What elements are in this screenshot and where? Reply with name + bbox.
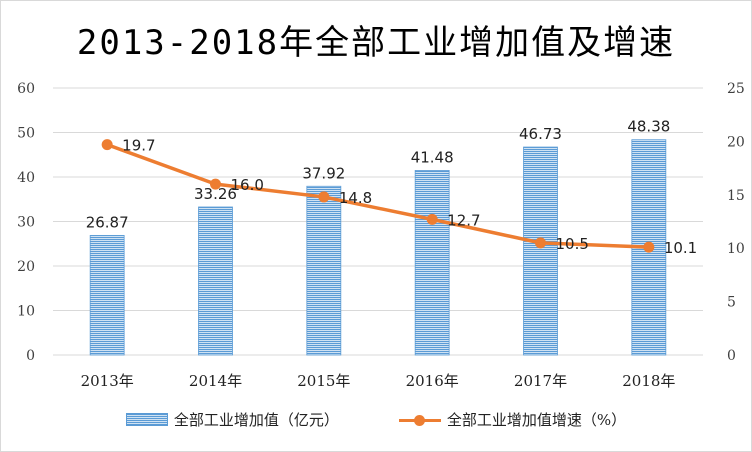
- legend: 全部工业增加值（亿元） 全部工业增加值增速（%）: [1, 409, 751, 430]
- bar-data-label: 37.92: [302, 164, 345, 182]
- y-right-tick-label: 10: [727, 241, 745, 257]
- bar: [198, 206, 233, 356]
- bar-data-label: 48.38: [627, 118, 670, 136]
- legend-entry-line: 全部工业增加值增速（%）: [398, 409, 627, 430]
- legend-label-bar: 全部工业增加值（亿元）: [173, 411, 339, 429]
- bar-data-label: 41.48: [411, 148, 454, 166]
- line-series: [106, 142, 649, 249]
- line-data-label: 12.7: [447, 211, 480, 229]
- bar-data-label: 33.26: [194, 185, 237, 203]
- y-right-tick-label: 5: [727, 295, 736, 311]
- y-left-tick-label: 0: [26, 348, 35, 364]
- legend-entry-bar: 全部工业增加值（亿元）: [125, 409, 339, 430]
- bar-data-label: 26.87: [86, 213, 129, 231]
- y-right-tick-label: 20: [727, 134, 745, 150]
- x-tick-label: 2015年: [297, 372, 350, 390]
- line-data-label: 10.5: [556, 235, 589, 253]
- bar: [414, 170, 450, 356]
- line-point: [101, 139, 113, 151]
- line-point: [318, 191, 330, 203]
- bar-data-label: 46.73: [519, 125, 562, 143]
- y-left-tick-label: 40: [17, 170, 35, 186]
- line-point: [210, 178, 221, 190]
- y-left-tick-label: 20: [17, 259, 35, 275]
- x-tick-label: 2014年: [189, 372, 242, 390]
- line-data-label: 10.1: [664, 239, 697, 257]
- bar: [523, 146, 558, 356]
- y-right-tick-label: 0: [727, 348, 736, 364]
- legend-label-line: 全部工业增加值增速（%）: [446, 411, 627, 429]
- line-point: [643, 241, 655, 253]
- y-left-tick-label: 10: [17, 304, 35, 320]
- x-tick-label: 2016年: [406, 372, 459, 390]
- y-left-tick-label: 50: [17, 126, 35, 142]
- x-tick-label: 2018年: [622, 372, 675, 390]
- line-point: [535, 237, 546, 249]
- y-left-tick-label: 30: [17, 215, 35, 231]
- chart-title: 2013-2018年全部工业增加值及增速: [76, 23, 676, 63]
- line-data-label: 19.7: [122, 137, 155, 155]
- bar: [89, 235, 125, 356]
- line-data-label: 16.0: [231, 176, 264, 194]
- x-tick-label: 2017年: [514, 372, 567, 390]
- bar: [306, 185, 342, 356]
- line-data-label: 14.8: [339, 189, 372, 207]
- line-point: [426, 213, 438, 225]
- y-right-tick-label: 15: [727, 188, 745, 204]
- legend-line-swatch: [398, 413, 441, 427]
- y-left-tick-label: 60: [17, 81, 35, 97]
- x-tick-label: 2013年: [81, 372, 134, 390]
- y-right-tick-label: 25: [727, 81, 745, 97]
- legend-bar-swatch: [125, 413, 168, 426]
